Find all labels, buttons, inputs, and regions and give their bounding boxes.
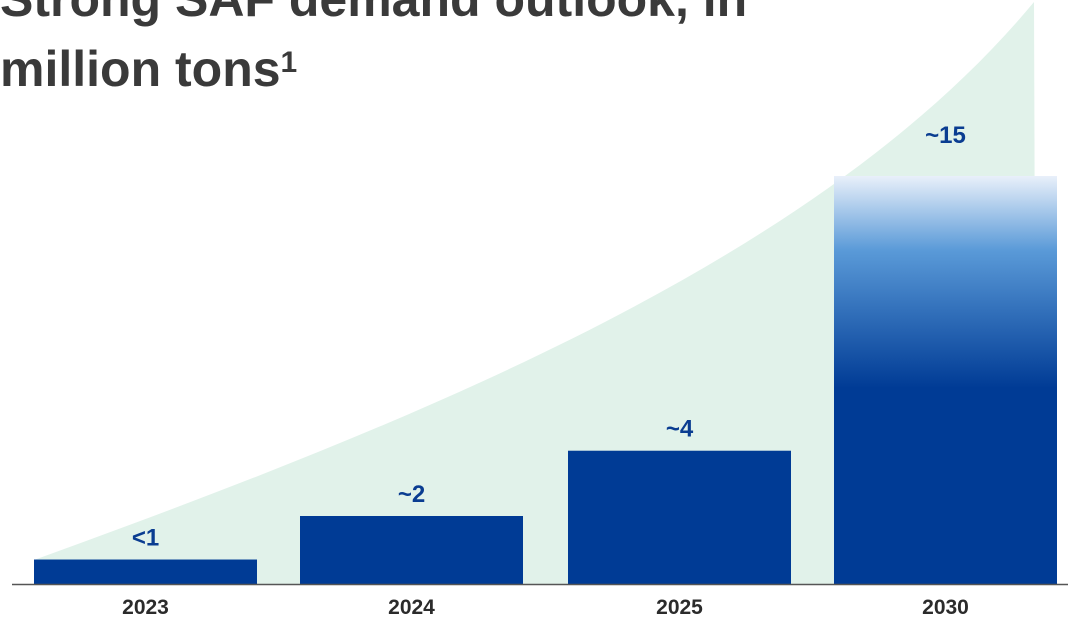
bar-2030 [834,387,1057,584]
value-labels-group: <1 ~2 ~4 ~15 [132,122,966,552]
chart-title-line-1: Strong SAF demand outlook, in [0,0,880,34]
bar-2030-fade [834,176,1057,389]
x-tick-label-2024: 2024 [388,596,435,619]
x-tick-labels-group: 2023 2024 2025 2030 [122,596,969,619]
value-label-2023: <1 [132,525,159,552]
x-tick-label-2023: 2023 [122,596,169,619]
bar-2023 [34,559,257,584]
value-label-2024: ~2 [398,481,425,508]
value-label-2025: ~4 [666,416,694,443]
value-label-2030: ~15 [925,122,966,149]
chart-title-line-2: million tons1 [0,34,880,104]
x-tick-label-2025: 2025 [656,596,703,619]
bar-2025 [568,450,791,584]
x-tick-label-2030: 2030 [922,596,969,619]
bars-group [34,176,1057,584]
chart-title-footnote: 1 [280,46,298,79]
chart-title: Strong SAF demand outlook, in million to… [0,0,880,104]
chart-title-unit: million tons [0,41,281,97]
trend-area [34,2,1036,584]
bar-2024 [300,516,523,584]
